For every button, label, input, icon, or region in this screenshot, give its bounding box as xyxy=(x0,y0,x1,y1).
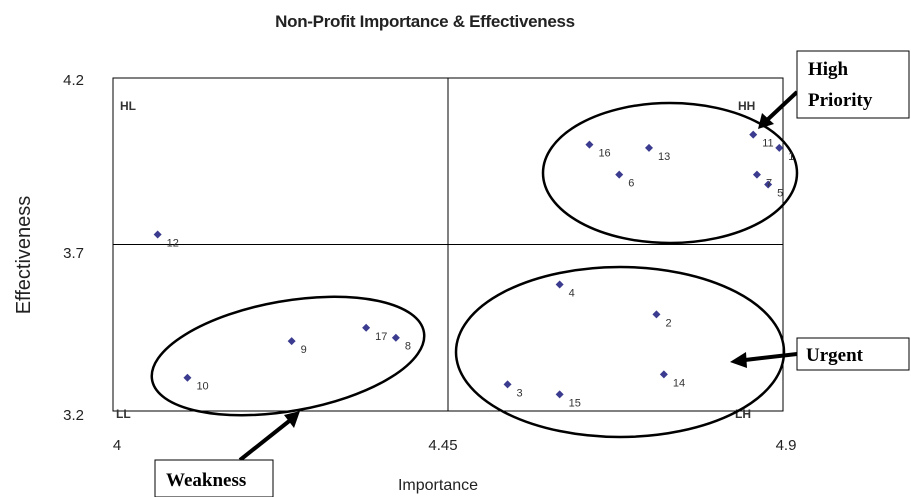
data-point-9 xyxy=(287,337,296,346)
high-priority-ellipse xyxy=(541,101,799,245)
urgent-ellipse xyxy=(454,265,786,439)
data-point-6 xyxy=(615,170,624,179)
data-point-label: 10 xyxy=(196,381,208,393)
data-point-16 xyxy=(585,140,594,149)
quadrant-label-hh: HH xyxy=(738,99,755,113)
data-point-label: 7 xyxy=(766,178,772,190)
x-tick-label: 4.9 xyxy=(776,437,797,454)
urgent-callout-box xyxy=(796,337,910,371)
weakness-ellipse xyxy=(150,295,426,417)
chart-title: Non-Profit Importance & Effectiveness xyxy=(275,12,575,31)
high-priority-arrow xyxy=(758,90,799,129)
data-point-13 xyxy=(645,143,653,152)
data-point-label: 1 xyxy=(788,151,794,163)
high-priority-callout-line1: High xyxy=(808,59,849,80)
weakness-callout: Weakness xyxy=(166,470,246,491)
data-point-label: 2 xyxy=(665,317,671,329)
data-point-label: 17 xyxy=(375,331,387,343)
data-point-7 xyxy=(752,170,761,179)
x-axis-title: Importance xyxy=(398,477,478,494)
weakness-callout-box xyxy=(154,459,274,497)
data-point-3 xyxy=(503,380,512,389)
data-point-label: 12 xyxy=(167,238,179,250)
data-point-label: 8 xyxy=(405,341,411,353)
data-point-label: 11 xyxy=(762,138,773,150)
quadrant-label-hl: HL xyxy=(120,99,136,113)
data-point-5 xyxy=(764,180,773,189)
data-point-label: 14 xyxy=(673,377,685,389)
high-priority-callout-line2: Priority xyxy=(808,90,873,111)
quadrant-label-ll: LL xyxy=(116,407,131,421)
data-point-2 xyxy=(652,310,661,319)
y-tick-label: 3.7 xyxy=(63,245,84,262)
high-priority-callout-box xyxy=(796,50,910,119)
data-point-label: 15 xyxy=(569,397,581,409)
data-point-11 xyxy=(749,130,758,139)
x-tick-label: 4 xyxy=(113,437,121,454)
data-point-label: 16 xyxy=(598,148,610,160)
data-point-label: 6 xyxy=(628,178,634,190)
data-point-label: 13 xyxy=(658,151,670,163)
data-point-1 xyxy=(775,143,784,152)
data-point-label: 3 xyxy=(517,387,523,399)
urgent-arrow xyxy=(730,352,798,368)
data-point-17 xyxy=(362,323,371,332)
data-point-10 xyxy=(183,373,192,382)
data-point-14 xyxy=(659,370,668,379)
data-point-label: 4 xyxy=(569,287,575,299)
urgent-callout: Urgent xyxy=(806,345,864,366)
data-point-label: 5 xyxy=(777,188,783,200)
data-point-label: 9 xyxy=(301,344,307,356)
data-point-8 xyxy=(391,333,400,342)
weakness-arrow xyxy=(238,411,300,462)
data-point-12 xyxy=(153,230,162,239)
y-tick-label: 3.2 xyxy=(63,407,84,424)
x-tick-label: 4.45 xyxy=(428,437,457,454)
data-point-15 xyxy=(555,390,564,399)
y-axis-title: Effectiveness xyxy=(13,196,35,315)
data-point-4 xyxy=(555,280,564,289)
y-tick-label: 4.2 xyxy=(63,72,84,89)
